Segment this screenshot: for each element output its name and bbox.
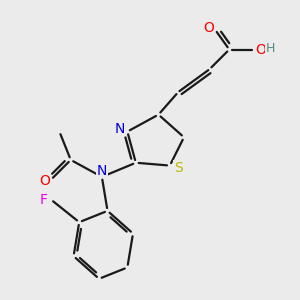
Text: O: O <box>256 43 266 56</box>
Text: N: N <box>97 164 107 178</box>
Text: O: O <box>39 174 50 188</box>
Text: F: F <box>40 193 48 206</box>
Text: S: S <box>174 161 183 175</box>
Text: H: H <box>266 42 275 55</box>
Text: N: N <box>115 122 125 136</box>
Text: O: O <box>203 21 214 35</box>
